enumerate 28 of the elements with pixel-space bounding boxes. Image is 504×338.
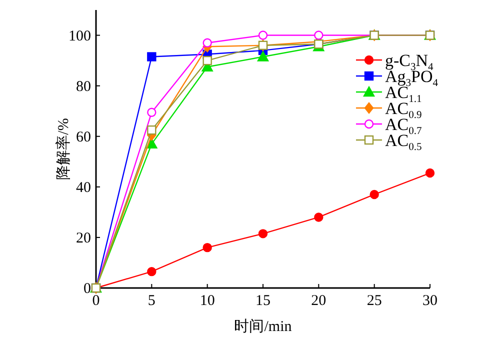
y-tick-label: 100: [68, 28, 91, 44]
x-tick-label: 25: [366, 293, 382, 309]
x-tick-label: 5: [148, 293, 156, 309]
point: [258, 229, 268, 238]
x-tick-label: 10: [200, 293, 215, 309]
y-tick-label: 80: [76, 78, 91, 95]
x-tick-label: 15: [256, 293, 270, 309]
point: [314, 212, 324, 222]
y-tick-label: 20: [76, 230, 91, 246]
point: [314, 30, 324, 40]
point: [425, 168, 435, 178]
y-tick-label: 40: [76, 180, 91, 196]
x-tick-label: 20: [311, 293, 326, 309]
x-tick-label: 30: [422, 293, 438, 309]
point: [202, 242, 212, 252]
point: [147, 108, 156, 117]
y-tick-label: 0: [84, 281, 91, 297]
y-tick-label: 60: [76, 129, 91, 146]
point: [202, 56, 212, 66]
point: [147, 125, 156, 135]
point: [258, 30, 268, 40]
point: [202, 38, 212, 48]
y-axis-title: 降解率/%: [55, 118, 72, 180]
point: [370, 190, 379, 200]
point: [147, 266, 156, 276]
point: [257, 51, 269, 62]
x-axis-title: 时间/min: [234, 318, 292, 335]
point: [147, 52, 156, 62]
